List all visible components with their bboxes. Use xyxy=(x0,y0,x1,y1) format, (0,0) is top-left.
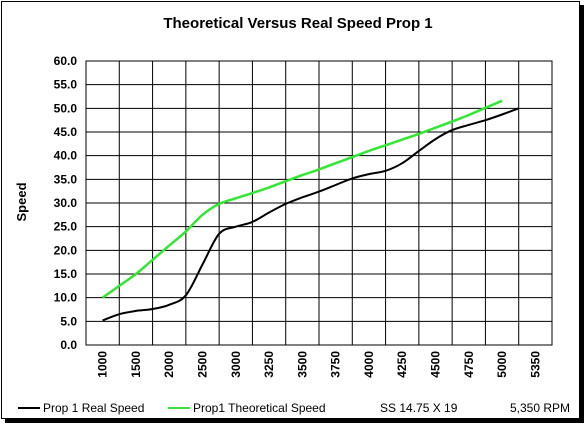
y-tick-label: 40.0 xyxy=(54,149,78,163)
legend: Prop 1 Real Speed Prop1 Theoretical Spee… xyxy=(18,401,570,415)
x-tick-label: 4750 xyxy=(462,351,476,378)
x-tick-label: 3000 xyxy=(229,351,243,378)
x-tick-label: 4500 xyxy=(429,351,443,378)
y-tick-label: 25.0 xyxy=(54,220,78,234)
y-axis-label: Speed xyxy=(14,182,29,221)
x-tick-label: 4000 xyxy=(362,351,376,378)
x-tick-label: 3250 xyxy=(262,351,276,378)
legend-prop-size: SS 14.75 X 19 xyxy=(380,401,458,415)
y-tick-label: 20.0 xyxy=(54,243,78,257)
legend-rpm: 5,350 RPM xyxy=(510,401,570,415)
chart-frame: Theoretical Versus Real Speed Prop 1 Spe… xyxy=(1,1,580,419)
y-tick-label: 0.0 xyxy=(60,338,77,352)
x-tick-label: 1000 xyxy=(96,351,110,378)
x-tick-label: 4250 xyxy=(395,351,409,378)
y-tick-label: 55.0 xyxy=(54,78,78,92)
x-tick-label: 5000 xyxy=(495,351,509,378)
plot-border xyxy=(85,60,553,346)
x-tick-label: 2000 xyxy=(162,351,176,378)
legend-label-real: Prop 1 Real Speed xyxy=(43,401,144,415)
x-tick-label: 2500 xyxy=(196,351,210,378)
legend-label-theoretical: Prop1 Theoretical Speed xyxy=(193,401,326,415)
y-tick-label: 15.0 xyxy=(54,267,78,281)
y-tick-label: 5.0 xyxy=(60,314,77,328)
y-tick-label: 30.0 xyxy=(54,196,78,210)
y-tick-label: 10.0 xyxy=(54,291,78,305)
x-tick-label: 3500 xyxy=(295,351,309,378)
x-tick-label: 1500 xyxy=(129,351,143,378)
x-tick-label: 3750 xyxy=(329,351,343,378)
y-tick-label: 45.0 xyxy=(54,125,78,139)
series-line-theoretical-speed xyxy=(101,99,503,299)
series-line-real-speed xyxy=(102,107,520,322)
y-tick-label: 50.0 xyxy=(54,101,78,115)
plot-area: 0.0 5.0 10.0 15.0 20.0 25.0 30.0 35.0 40.0 45.0 50… xyxy=(54,54,553,378)
y-tick-label: 60.0 xyxy=(54,54,78,68)
chart-title: Theoretical Versus Real Speed Prop 1 xyxy=(163,15,432,32)
y-tick-label: 35.0 xyxy=(54,172,78,186)
x-tick-label: 5350 xyxy=(528,351,542,378)
